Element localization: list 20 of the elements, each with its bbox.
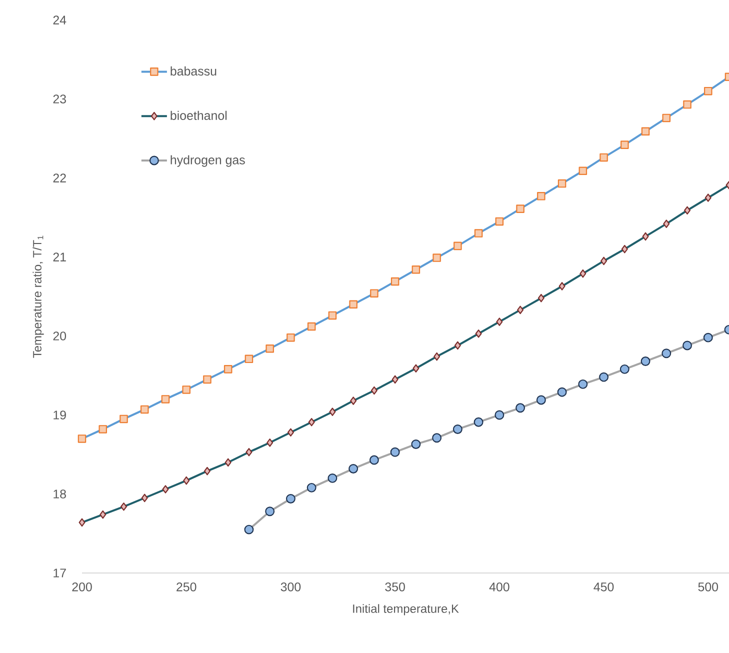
x-tick-label: 500 <box>698 582 718 592</box>
y-tick-label: 23 <box>53 94 66 104</box>
x-tick-label: 450 <box>594 582 614 592</box>
x-tick-label: 200 <box>72 582 92 592</box>
y-tick-label: 18 <box>54 490 66 498</box>
x-tick-label: 350 <box>385 582 405 592</box>
y-tick-label: 20 <box>53 332 66 340</box>
legend-label: babassu <box>170 66 216 76</box>
x-tick-label: 250 <box>176 582 196 592</box>
x-tick-label: 400 <box>489 582 510 592</box>
legend-label: bioethanol <box>170 110 227 120</box>
x-tick-label: 300 <box>280 582 301 592</box>
y-tick-label: 17 <box>54 568 66 578</box>
x-axis-title: Initial temperature,K <box>353 604 459 616</box>
legend-label: hydrogen gas <box>170 155 245 167</box>
y-axis-title: Temperature ratio, T/T$_{1}$ <box>32 236 44 358</box>
y-tick-label: 21 <box>53 252 66 262</box>
y-tick-label: 19 <box>54 410 66 420</box>
y-tick-label: 24 <box>53 16 66 24</box>
y-tick-label: 22 <box>53 174 66 182</box>
